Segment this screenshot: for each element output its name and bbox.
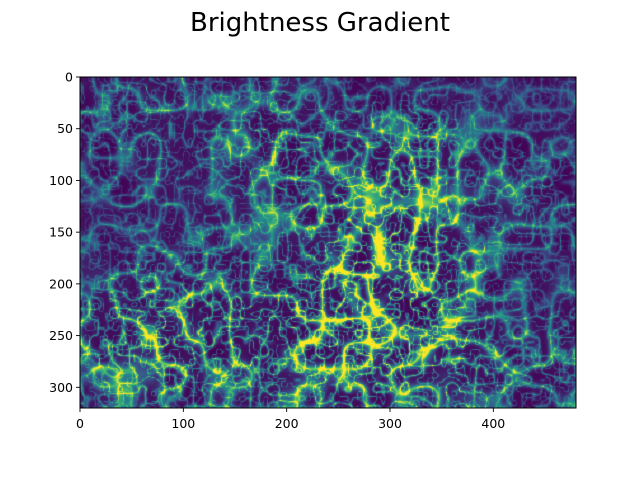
y-tick-label: 200	[49, 276, 73, 291]
plot-area	[79, 76, 577, 409]
x-tick-label: 400	[481, 416, 505, 431]
y-tick-label: 50	[57, 121, 73, 136]
chart-title: Brightness Gradient	[190, 8, 450, 38]
x-axis: 0 100 200 300 400	[76, 408, 505, 431]
y-tick-label: 250	[49, 328, 73, 343]
x-tick-label: 0	[76, 416, 84, 431]
y-tick-label: 0	[65, 70, 73, 85]
x-tick-label: 200	[275, 416, 299, 431]
y-tick-label: 150	[49, 225, 73, 240]
y-axis: 0 50 100 150 200 250 300	[49, 70, 80, 395]
x-tick-label: 300	[378, 416, 402, 431]
y-tick-label: 100	[49, 173, 73, 188]
heatmap-image	[80, 77, 576, 408]
x-tick-label: 100	[171, 416, 195, 431]
y-tick-label: 300	[49, 380, 73, 395]
axes-frame	[79, 76, 577, 409]
